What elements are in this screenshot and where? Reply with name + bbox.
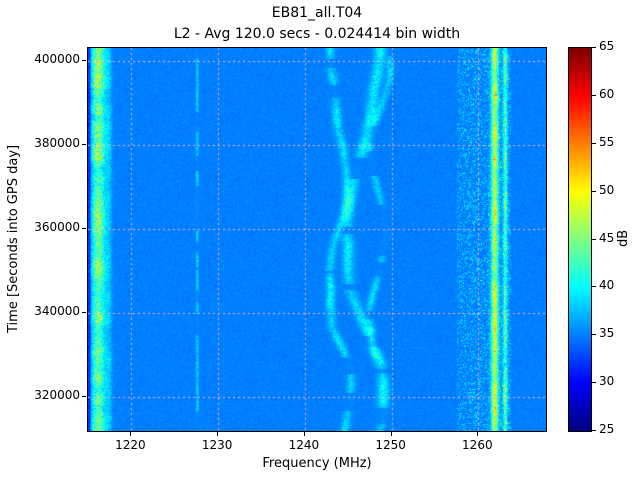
colorbar-tick-mark — [592, 334, 596, 336]
x-tick-label: 1250 — [375, 438, 406, 452]
y-tick-label: 340000 — [34, 303, 80, 318]
colorbar-tick-mark — [592, 286, 596, 288]
colorbar-tick-label: 25 — [599, 422, 615, 436]
colorbar-tick-label: 45 — [599, 230, 615, 245]
colorbar-tick-label: 50 — [599, 182, 615, 197]
colorbar-tick-label: 60 — [599, 86, 615, 101]
y-tick-mark — [82, 228, 86, 229]
x-tick-label: 1240 — [288, 438, 320, 452]
heatmap-canvas — [88, 48, 546, 431]
colorbar-tick-mark — [592, 238, 596, 240]
colorbar-tick-mark — [592, 47, 596, 48]
y-tick-label: 360000 — [34, 220, 80, 234]
y-axis-label: Time [Seconds into GPS day] — [6, 144, 21, 333]
x-tick-label: 1260 — [462, 438, 493, 452]
x-tick-mark — [390, 432, 392, 436]
colorbar-tick-mark — [592, 142, 596, 144]
colorbar-tick-label: 30 — [599, 374, 615, 389]
colorbar-tick-label: 65 — [599, 39, 615, 53]
y-tick-mark — [82, 144, 86, 145]
colorbar-tick-label: 35 — [599, 326, 615, 341]
x-tick-label: 1220 — [115, 438, 146, 452]
x-tick-mark — [303, 432, 305, 436]
x-axis-label: Frequency (MHz) — [262, 456, 372, 471]
colorbar-tick-mark — [592, 382, 596, 384]
colorbar-tick-label: 55 — [599, 134, 615, 149]
y-tick-mark — [82, 60, 86, 62]
plot-area — [87, 47, 547, 432]
y-tick-mark — [82, 395, 86, 397]
y-tick-label: 400000 — [34, 52, 80, 67]
x-tick-mark — [130, 432, 132, 436]
y-tick-label: 320000 — [34, 387, 80, 402]
figure-title: EB81_all.T04 — [271, 5, 363, 21]
colorbar-canvas — [569, 48, 591, 431]
y-tick-label: 380000 — [34, 136, 80, 150]
colorbar-tick-mark — [592, 94, 596, 96]
colorbar-tick-mark — [592, 430, 596, 431]
y-tick-mark — [82, 311, 86, 313]
colorbar — [568, 47, 592, 432]
x-tick-label: 1230 — [201, 438, 233, 452]
colorbar-tick-mark — [592, 190, 596, 192]
x-tick-mark — [477, 432, 479, 436]
x-tick-mark — [217, 432, 219, 436]
axes-title: L2 - Avg 120.0 secs - 0.024414 bin width — [173, 26, 461, 42]
colorbar-tick-label: 40 — [599, 278, 615, 293]
